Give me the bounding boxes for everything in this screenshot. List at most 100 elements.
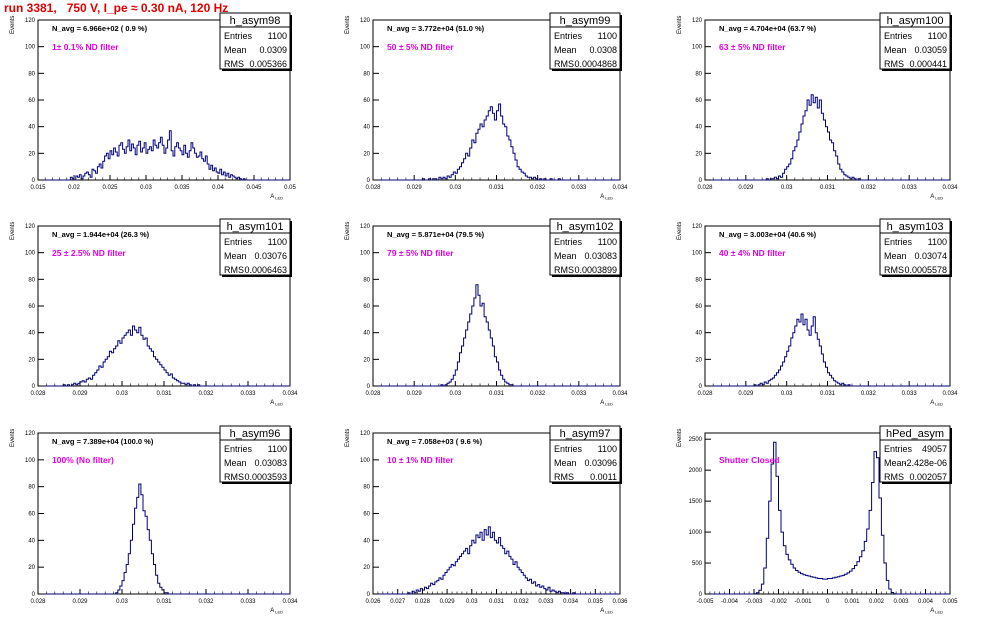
- histogram-panel-h_asym101: 0.028 0.029 0.03 0.031 0.032 0.033 0.034 0 20 40 6…: [10, 218, 298, 407]
- stats-box-frame: [219, 425, 291, 483]
- y-tick-label: 120: [692, 18, 703, 24]
- stats-value: 0.002057: [909, 472, 947, 482]
- y-axis-label: Events: [345, 222, 351, 240]
- y-axis-label: Events: [10, 222, 16, 240]
- y-tick-label: 80: [695, 277, 702, 283]
- stats-label: Mean: [554, 458, 577, 468]
- y-axis-label: Events: [677, 429, 683, 447]
- stats-box-frame: [549, 218, 621, 276]
- histogram-line: [705, 313, 950, 387]
- x-tick-label: 0.029: [407, 391, 423, 397]
- y-axis-label: Events: [10, 16, 16, 34]
- filter-label: 25 ± 2.5% ND filter: [52, 248, 126, 258]
- stats-value: 1100: [598, 444, 617, 454]
- x-tick-label: 0.031: [156, 599, 172, 605]
- x-tick-label: 0.045: [246, 185, 262, 191]
- stats-box-frame: [549, 425, 621, 483]
- x-tick-label: 0: [826, 599, 830, 605]
- y-tick-label: 60: [363, 304, 370, 310]
- filter-label: 63 ± 5% ND filter: [719, 42, 786, 52]
- stats-label: RMS: [884, 472, 904, 482]
- x-tick-label: 0.029: [72, 599, 88, 605]
- stats-value: 0.03083: [584, 251, 617, 261]
- stats-value: 0.0006463: [244, 265, 287, 275]
- navg-label: N_avg = 3.003e+04 (40.6 %): [719, 230, 817, 239]
- stats-label: Mean: [884, 458, 907, 468]
- y-tick-label: 20: [28, 357, 35, 363]
- y-tick-label: 40: [363, 538, 370, 544]
- filter-label: 40 ± 4% ND filter: [719, 248, 786, 258]
- x-axis-label: ALED: [270, 608, 283, 615]
- stats-label: Entries: [224, 31, 253, 41]
- x-tick-label: 0.028: [415, 599, 431, 605]
- x-tick-label: 0.035: [174, 185, 190, 191]
- stats-label: Mean: [224, 45, 247, 55]
- x-tick-label: -0.002: [770, 599, 788, 605]
- filter-label: 50 ± 5% ND filter: [387, 42, 454, 52]
- navg-label: N_avg = 1.944e+04 (26.3 %): [52, 230, 150, 239]
- histogram-line: [38, 483, 290, 595]
- stats-box: h_asym96 Entries 1100 Mean 0.03083 RMS 0.00035…: [219, 425, 292, 484]
- y-tick-label: 120: [692, 224, 703, 230]
- x-tick-label: -0.003: [745, 599, 763, 605]
- histogram-panel-h_asym102: 0.028 0.029 0.03 0.031 0.032 0.033 0.034 0 20 40 6…: [345, 218, 628, 407]
- y-tick-label: 120: [360, 224, 371, 230]
- stats-value: 0.03059: [914, 45, 947, 55]
- stats-value: 0.005366: [249, 59, 287, 69]
- x-tick-label: 0.003: [893, 599, 909, 605]
- y-tick-label: 1500: [689, 499, 703, 505]
- stats-label: RMS: [884, 265, 904, 275]
- stats-value: 0.0004868: [574, 59, 617, 69]
- x-tick-label: 0.032: [861, 185, 877, 191]
- y-tick-label: 2500: [689, 437, 703, 443]
- x-tick-label: 0.028: [365, 391, 381, 397]
- histogram-panel-h_asym100: 0.028 0.029 0.03 0.031 0.032 0.033 0.034 0 20 40 6…: [677, 12, 958, 201]
- x-tick-label: 0.035: [588, 599, 604, 605]
- stats-box: h_asym99 Entries 1100 Mean 0.0308 RMS 0.000486…: [549, 12, 622, 71]
- stats-histogram-name: h_asym99: [560, 15, 611, 27]
- stats-value: 0.0003593: [244, 472, 287, 482]
- stats-label: RMS: [554, 265, 574, 275]
- x-tick-label: 0.004: [918, 599, 934, 605]
- stats-histogram-name: h_asym97: [560, 428, 611, 440]
- x-tick-label: 0.033: [538, 599, 554, 605]
- y-tick-label: 60: [28, 98, 35, 104]
- y-axis-label: Events: [345, 429, 351, 447]
- x-tick-label: 0.031: [489, 599, 505, 605]
- stats-value: 0.000441: [909, 59, 947, 69]
- histogram-panel-hPed_asym: -0.005 -0.004 -0.003 -0.002 -0.001 0 0.001 0.00…: [677, 425, 958, 615]
- y-tick-label: 0: [699, 178, 703, 184]
- x-tick-label: 0.04: [212, 185, 224, 191]
- y-tick-label: 60: [695, 304, 702, 310]
- stats-label: RMS: [224, 59, 244, 69]
- navg-label: N_avg = 7.389e+04 (100.0 %): [52, 437, 154, 446]
- x-tick-label: -0.001: [794, 599, 812, 605]
- filter-label: 1± 0.1% ND filter: [52, 42, 119, 52]
- y-axis-label: Events: [677, 16, 683, 34]
- y-tick-label: 2000: [689, 468, 703, 474]
- stats-box-frame: [219, 12, 291, 70]
- y-tick-label: 40: [28, 538, 35, 544]
- y-tick-label: 100: [25, 251, 36, 257]
- x-tick-label: 0.029: [72, 391, 88, 397]
- x-tick-label: 0.02: [68, 185, 80, 191]
- x-tick-label: 0.034: [612, 185, 628, 191]
- x-tick-label: 0.027: [390, 599, 406, 605]
- stats-box: h_asym98 Entries 1100 Mean 0.0309 RMS 0.005366: [219, 12, 292, 71]
- navg-label: N_avg = 5.871e+04 (79.5 %): [387, 230, 485, 239]
- stats-label: Mean: [224, 458, 247, 468]
- x-axis-label: ALED: [930, 608, 943, 615]
- y-tick-label: 60: [363, 98, 370, 104]
- x-tick-label: 0.002: [869, 599, 885, 605]
- page-title: run 3381, 750 V, I_pe ≈ 0.30 nA, 120 Hz: [4, 1, 229, 15]
- y-tick-label: 60: [363, 512, 370, 518]
- x-tick-label: 0.033: [571, 185, 587, 191]
- stats-label: Entries: [554, 237, 583, 247]
- x-tick-label: 0.03: [116, 391, 128, 397]
- stats-label: Mean: [884, 45, 907, 55]
- y-tick-label: 500: [692, 561, 703, 567]
- y-tick-label: 80: [695, 71, 702, 77]
- y-tick-label: 0: [32, 384, 36, 390]
- y-tick-label: 40: [695, 125, 702, 131]
- y-tick-label: 80: [28, 277, 35, 283]
